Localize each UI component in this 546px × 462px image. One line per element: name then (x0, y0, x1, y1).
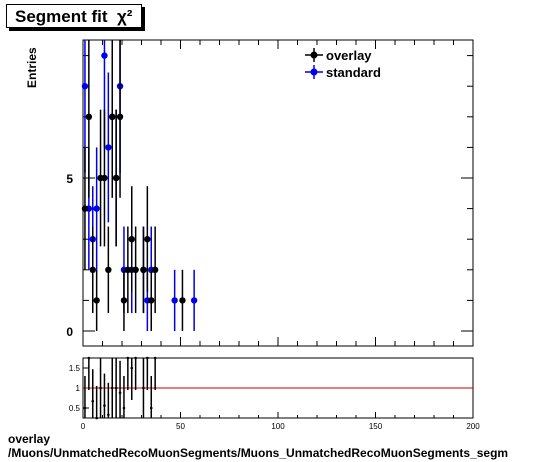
ratio-point (114, 386, 118, 390)
x-tick-label-ratio: 0 (81, 422, 86, 431)
standard-point (101, 52, 108, 59)
y-tick-label-ratio: 1.5 (69, 364, 81, 373)
ratio-point (91, 399, 95, 403)
ratio-point (83, 406, 87, 410)
standard-point (93, 205, 100, 212)
overlay-point (105, 266, 112, 273)
overlay-point (116, 113, 124, 121)
legend-label-overlay: overlay (326, 48, 372, 63)
ratio-point (146, 356, 149, 360)
overlay-point (85, 113, 93, 121)
y-tick-label-ratio: 1 (76, 384, 81, 393)
x-tick-label-ratio: 150 (369, 422, 383, 431)
ratio-point (118, 391, 122, 395)
ratio-point (142, 386, 145, 390)
chart-title: Segment fit χ² (15, 7, 132, 27)
overlay-point (120, 297, 128, 304)
y-tick-label-main: 5 (66, 172, 73, 186)
overlay-point (112, 174, 120, 182)
x-tick-label-ratio: 200 (466, 422, 480, 431)
overlay-point (93, 297, 100, 304)
standard-point (190, 297, 198, 304)
x-tick-label-ratio: 100 (271, 422, 285, 431)
footer-line1: overlay (8, 432, 51, 446)
overlay-point (132, 266, 139, 273)
legend-marker-standard (310, 68, 318, 76)
ratio-point (103, 404, 106, 407)
overlay-point (128, 236, 135, 243)
overlay-point (124, 266, 132, 273)
title-main: Segment fit (15, 7, 108, 26)
ratio-point (95, 416, 98, 420)
ratio-point (134, 356, 137, 360)
ratio-point (153, 356, 157, 360)
title-symbol: χ² (117, 7, 133, 26)
ratio-point (122, 406, 126, 410)
legend-label-standard: standard (326, 65, 381, 80)
overlay-point (109, 113, 116, 121)
ratio-point (126, 356, 130, 360)
y-tick-label-ratio: 0.5 (69, 404, 81, 413)
ratio-point (110, 386, 114, 390)
legend-marker-overlay (310, 51, 318, 59)
ratio-point (149, 406, 153, 410)
ratio-point (87, 356, 91, 360)
x-tick-label-ratio: 50 (176, 422, 185, 431)
overlay-point (81, 205, 89, 212)
standard-point (81, 83, 89, 90)
main-plot-frame (82, 39, 474, 347)
y-tick-label-main: 0 (66, 325, 73, 339)
footer-path: overlay /Muons/UnmatchedRecoMuonSegments… (8, 432, 508, 460)
ratio-point (99, 386, 102, 390)
ratio-point (130, 366, 134, 370)
overlay-point (179, 297, 186, 304)
ratio-point (107, 413, 110, 417)
footer-line2: /Muons/UnmatchedRecoMuonSegments/Muons_U… (8, 446, 509, 460)
standard-point (105, 144, 112, 151)
title-box: Segment fit χ² (6, 4, 142, 28)
overlay-point (144, 236, 151, 243)
standard-point (171, 297, 178, 304)
overlay-point (101, 174, 108, 182)
overlay-point (89, 266, 96, 273)
overlay-point (140, 266, 147, 273)
overlay-point (148, 297, 155, 304)
overlay-point (151, 266, 159, 273)
